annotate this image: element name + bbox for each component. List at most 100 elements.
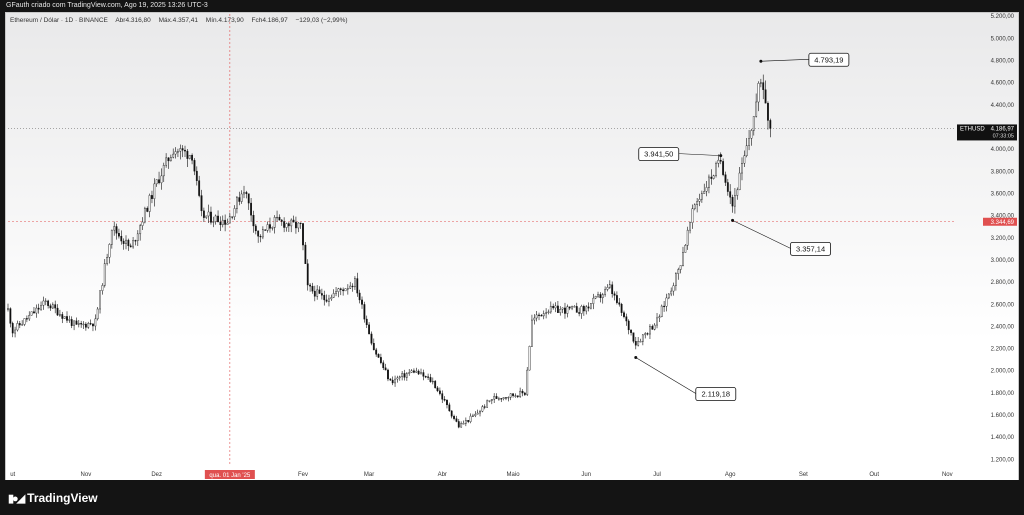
y-tick-label: 1.400,00	[991, 435, 1015, 441]
candle-body	[490, 399, 493, 401]
candle-body	[21, 324, 24, 326]
candle-body	[68, 319, 71, 321]
candle-body	[632, 332, 635, 342]
candle-body	[734, 195, 736, 207]
candle-body	[261, 229, 264, 238]
candle-body	[516, 395, 519, 398]
candle-body	[429, 377, 432, 382]
candle-body	[316, 289, 319, 297]
candle-body	[689, 222, 691, 231]
candle-body	[387, 369, 389, 380]
candle-body	[54, 304, 57, 309]
candle-body	[214, 215, 217, 222]
candle-body	[122, 240, 125, 244]
candle-body	[554, 305, 557, 309]
candle-body	[469, 415, 472, 422]
candle-body	[101, 285, 104, 291]
candle-body	[103, 263, 106, 286]
candle-body	[427, 376, 430, 378]
candle-body	[653, 324, 656, 330]
candle-body	[283, 221, 286, 228]
x-tick-label: Maio	[507, 472, 521, 478]
candle-body	[80, 323, 83, 325]
x-tick-label: ut	[10, 472, 15, 478]
y-tick-label: 3.400,00	[991, 214, 1015, 220]
candle-body	[396, 377, 399, 380]
candle-body	[434, 380, 437, 389]
candle-body	[96, 308, 99, 320]
candle-body	[377, 354, 380, 358]
tradingview-logo[interactable]: ▮●◢ TradingView	[8, 491, 98, 505]
candle-body	[70, 319, 73, 326]
candle-body	[613, 293, 616, 296]
candle-body	[257, 230, 260, 237]
candle-body	[136, 233, 139, 241]
candle-body	[375, 349, 378, 355]
candle-body	[108, 244, 111, 258]
candle-body	[188, 154, 191, 159]
candle-body	[339, 288, 342, 290]
candle-body	[413, 370, 415, 373]
candle-body	[715, 163, 717, 176]
candle-body	[44, 300, 47, 302]
candle-body	[259, 235, 262, 238]
candle-body	[313, 290, 316, 297]
y-tick-label: 3.800,00	[991, 169, 1015, 175]
candle-body	[271, 227, 274, 229]
candle-body	[682, 252, 684, 266]
candle-body	[736, 189, 739, 196]
candle-body	[597, 294, 599, 297]
y-tick-label: 5.000,00	[991, 36, 1015, 42]
candle-body	[561, 307, 564, 310]
candle-body	[533, 317, 536, 321]
candle-body	[332, 293, 335, 298]
candle-body	[89, 323, 92, 325]
candle-body	[748, 138, 750, 146]
candle-body	[599, 294, 602, 299]
candle-body	[658, 316, 661, 319]
candle-body	[202, 210, 205, 218]
candle-body	[134, 240, 137, 242]
y-tick-label: 1.800,00	[991, 391, 1015, 397]
candle-body	[49, 305, 52, 309]
candle-body	[379, 357, 382, 363]
candle-body	[752, 116, 755, 131]
crosshair-price-label: 3.344,69	[991, 220, 1015, 226]
candle-body	[35, 307, 38, 314]
candle-body	[295, 221, 297, 229]
candle-body	[696, 201, 699, 206]
candle-body	[450, 410, 453, 417]
candle-body	[738, 172, 741, 191]
candle-body	[342, 289, 345, 292]
candle-body	[634, 341, 637, 346]
candle-body	[594, 295, 597, 299]
candle-body	[649, 326, 651, 335]
candle-body	[240, 193, 243, 202]
candle-body	[254, 225, 257, 232]
candle-body	[556, 305, 559, 313]
legend-high: Máx.4.357,41	[158, 17, 198, 24]
chart-frame[interactable]	[5, 12, 1019, 482]
candle-body	[552, 305, 555, 309]
candle-body	[269, 224, 271, 229]
candle-body	[200, 195, 203, 212]
candle-body	[538, 314, 540, 316]
candle-body	[113, 226, 116, 231]
annotation-box	[695, 387, 737, 401]
candle-body	[63, 316, 66, 319]
candle-body	[146, 207, 149, 212]
candle-body	[474, 413, 477, 417]
candle-body	[457, 421, 460, 428]
candle-body	[304, 244, 307, 264]
last-price-symbol: ETHUSD	[960, 126, 985, 132]
candle-body	[318, 289, 321, 294]
candle-body	[365, 318, 368, 326]
candle-body	[448, 404, 451, 412]
last-price-badge	[957, 124, 1017, 141]
candle-body	[700, 193, 703, 200]
candle-body	[592, 297, 595, 304]
candle-body	[608, 284, 611, 288]
candle-body	[464, 420, 467, 424]
